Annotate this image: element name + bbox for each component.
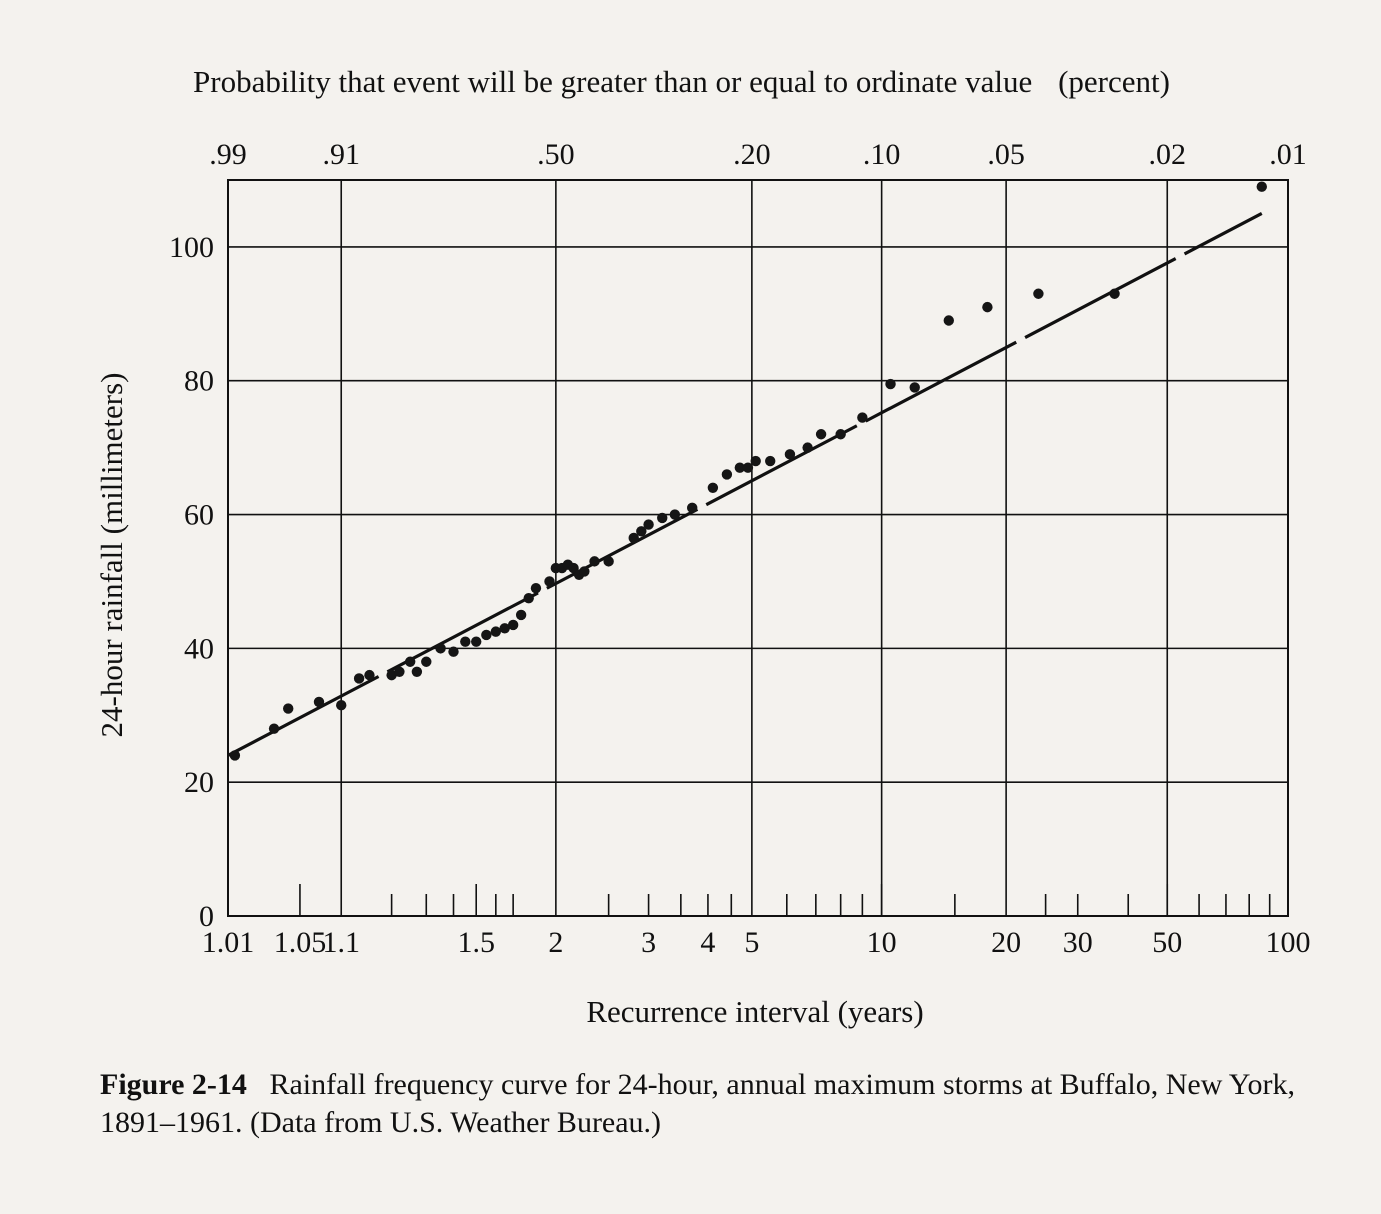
figure-caption: Figure 2-14 Rainfall frequency curve for… (100, 1066, 1300, 1142)
y-tick-label: 20 (184, 766, 214, 799)
data-point (268, 723, 280, 734)
data-point (507, 619, 519, 631)
y-tick-label: 40 (184, 632, 214, 665)
data-point (643, 519, 654, 530)
data-point (313, 696, 325, 708)
y-tick-label: 0 (199, 900, 214, 933)
x-tick-label: 50 (1152, 926, 1182, 959)
data-point (835, 429, 846, 440)
caption-text: Rainfall frequency curve for 24-hour, an… (100, 1068, 1295, 1139)
y-tick-label: 100 (169, 231, 214, 264)
data-point (636, 526, 647, 537)
data-point (544, 576, 555, 587)
top-axis-unit: (percent) (1058, 64, 1170, 99)
data-point (386, 669, 397, 681)
data-point (471, 636, 482, 647)
data-point (765, 455, 776, 467)
data-point (857, 412, 868, 423)
data-point (909, 382, 920, 393)
plot-frame (227, 179, 1289, 917)
x-tick-label: 2 (548, 926, 563, 959)
data-point (364, 669, 375, 681)
top-tick-label: .20 (733, 138, 771, 171)
data-point (229, 750, 241, 761)
data-point (411, 666, 423, 677)
top-tick-label: .50 (537, 138, 575, 171)
top-tick-label: .02 (1149, 138, 1187, 171)
data-point (481, 629, 492, 641)
fit-line (227, 212, 1263, 757)
x-tick-label: 100 (1266, 926, 1311, 959)
x-tick-label: 4 (700, 926, 715, 959)
x-tick-label: 10 (867, 926, 897, 959)
minor-ticks (299, 884, 1271, 916)
data-point (982, 301, 993, 313)
data-point (784, 449, 796, 460)
data-point (460, 636, 471, 647)
data-point (687, 502, 698, 514)
top-tick-label: .05 (987, 138, 1025, 171)
data-point (523, 592, 534, 604)
top-axis-title-text: Probability that event will be greater t… (193, 64, 1033, 99)
data-point (435, 643, 446, 654)
data-point (885, 378, 896, 390)
x-tick-label: 30 (1063, 926, 1093, 959)
data-point (394, 666, 405, 677)
top-axis-title: Probability that event will be greater t… (193, 64, 1170, 100)
x-tick-label: 1.01 (202, 926, 255, 959)
data-point (353, 673, 365, 684)
data-point (707, 482, 719, 493)
data-point (1256, 181, 1267, 192)
data-point (490, 626, 502, 637)
x-tick-label: 3 (641, 926, 656, 959)
data-point (1033, 288, 1044, 299)
data-point (336, 700, 347, 711)
top-tick-label: .01 (1269, 138, 1307, 171)
data-point (721, 469, 733, 480)
grid-lines (228, 180, 1288, 916)
data-point (669, 509, 681, 520)
x-tick-label: 1.1 (322, 926, 360, 959)
x-tick-label: 1.5 (457, 926, 495, 959)
data-point (421, 656, 432, 667)
data-point (742, 462, 754, 473)
y-tick-label: 60 (184, 499, 214, 532)
data-points (229, 181, 1267, 761)
data-point (628, 532, 639, 544)
data-point (815, 429, 827, 440)
data-point (404, 656, 416, 667)
axis-labels: .99 .91 .50 .20 .10 .05 .02 .01 0 20 40 60 80 100 1.01… (169, 138, 1311, 959)
data-point (579, 566, 590, 577)
y-axis-title: 24-hour rainfall (millimeters) (94, 373, 129, 738)
data-point (603, 556, 614, 567)
x-tick-label: 20 (991, 926, 1021, 959)
data-point (589, 556, 600, 567)
data-point (657, 512, 668, 524)
rainfall-frequency-chart: .99 .91 .50 .20 .10 .05 .02 .01 0 20 40 60 80 100 1.01… (94, 138, 1311, 1029)
data-point (802, 442, 813, 453)
data-point (1109, 288, 1120, 299)
data-point (448, 646, 459, 657)
fit-line-group (227, 212, 1263, 757)
x-axis-title: Recurrence interval (years) (586, 994, 923, 1029)
top-tick-label: .10 (863, 138, 901, 171)
data-point (499, 623, 510, 634)
data-point (943, 315, 954, 326)
data-point (283, 703, 294, 714)
data-point (734, 462, 746, 473)
data-point (515, 609, 527, 621)
data-point (750, 455, 761, 467)
x-tick-label: 1.05 (274, 926, 327, 959)
top-tick-label: .91 (322, 138, 360, 171)
top-tick-label: .99 (209, 138, 247, 171)
y-tick-label: 80 (184, 365, 214, 398)
caption-label: Figure 2-14 (100, 1068, 247, 1101)
data-point (530, 582, 542, 594)
x-tick-label: 5 (744, 926, 759, 959)
